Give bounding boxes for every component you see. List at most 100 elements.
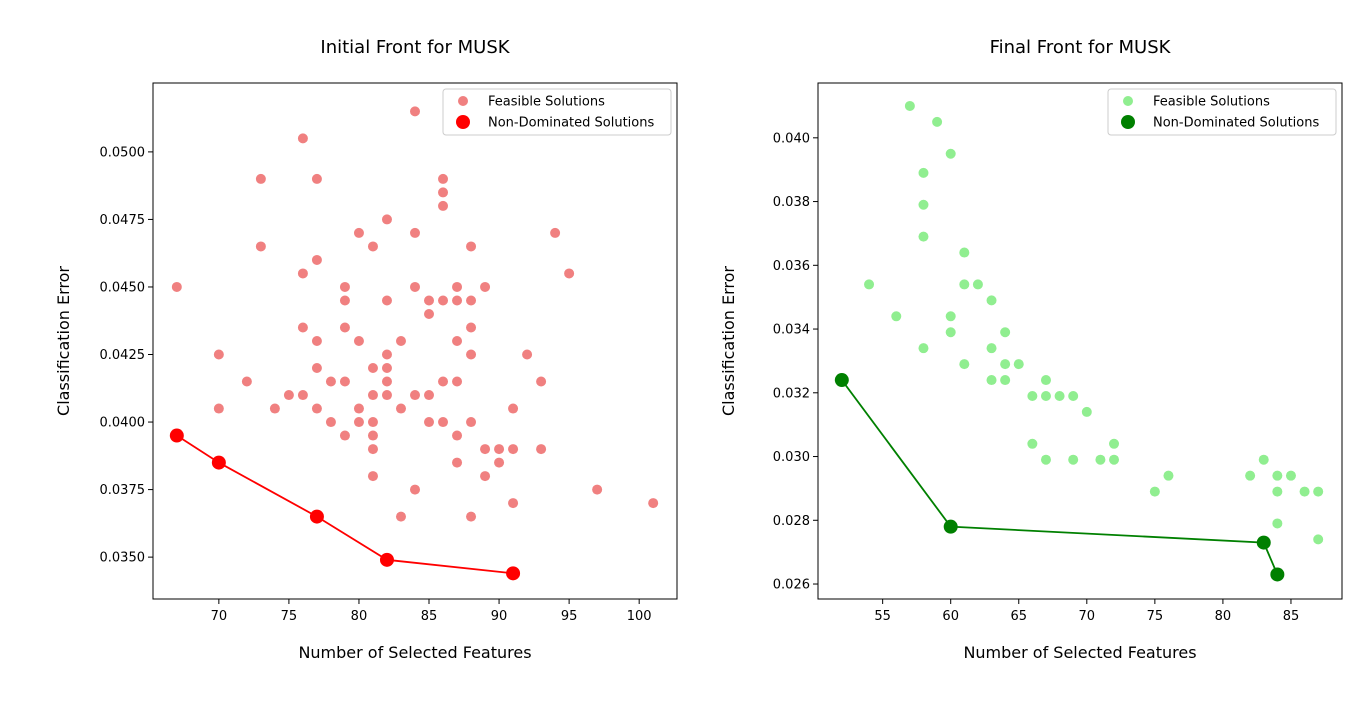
feasible-point — [1013, 359, 1024, 370]
x-axis-label: Number of Selected Features — [963, 643, 1196, 662]
feasible-point — [1109, 438, 1120, 449]
non-dominated-point — [379, 552, 394, 567]
feasible-point — [1068, 390, 1079, 401]
feasible-point — [410, 390, 420, 401]
non-dominated-point — [1270, 567, 1285, 582]
feasible-point — [536, 444, 547, 455]
feasible-point — [466, 417, 477, 428]
non-dominated-point — [943, 519, 958, 534]
y-tick-label: 0.034 — [773, 323, 810, 338]
chart-title: Initial Front for MUSK — [320, 37, 510, 58]
feasible-point — [508, 498, 519, 509]
feasible-point — [410, 281, 420, 292]
feasible-point — [381, 295, 392, 306]
feasible-point — [424, 295, 435, 306]
axes-frame — [152, 82, 678, 600]
feasible-point — [339, 322, 350, 333]
feasible-point — [381, 363, 392, 374]
feasible-point — [480, 444, 491, 455]
feasible-point — [339, 281, 350, 292]
feasible-point — [367, 390, 378, 401]
feasible-point — [339, 430, 350, 441]
feasible-point — [1040, 454, 1051, 465]
feasible-point — [395, 511, 406, 522]
feasible-point — [480, 471, 491, 482]
feasible-point — [311, 254, 322, 265]
y-tick-label: 0.0500 — [100, 145, 146, 160]
feasible-point — [959, 279, 970, 290]
non-dominated-point — [169, 428, 184, 443]
feasible-point — [367, 444, 378, 455]
x-tick-label: 80 — [1215, 609, 1232, 624]
feasible-point — [381, 349, 392, 360]
feasible-point — [297, 268, 308, 279]
feasible-point — [945, 148, 956, 159]
feasible-point — [424, 417, 435, 428]
legend-marker-non-dominated — [1121, 115, 1135, 129]
feasible-point — [1027, 438, 1038, 449]
feasible-point — [945, 327, 956, 338]
feasible-point — [171, 281, 182, 292]
feasible-point — [564, 268, 575, 279]
feasible-point — [648, 498, 659, 509]
feasible-point — [508, 403, 519, 414]
feasible-point — [381, 214, 392, 225]
feasible-point — [367, 417, 378, 428]
feasible-point — [986, 343, 997, 354]
feasible-point — [1109, 454, 1120, 465]
x-tick-label: 70 — [1079, 609, 1096, 624]
axes-frame — [817, 82, 1343, 600]
feasible-point — [410, 484, 420, 495]
feasible-point — [466, 295, 477, 306]
feasible-point — [986, 375, 997, 386]
feasible-point — [986, 295, 997, 306]
x-tick-label: 80 — [351, 609, 368, 624]
y-tick-label: 0.028 — [773, 514, 810, 529]
feasible-point — [1272, 470, 1283, 481]
x-tick-label: 95 — [561, 609, 578, 624]
x-axis-label: Number of Selected Features — [298, 643, 531, 662]
feasible-point — [1000, 327, 1011, 338]
feasible-point — [213, 349, 224, 360]
feasible-point — [381, 376, 392, 387]
x-tick-label: 85 — [1283, 609, 1300, 624]
feasible-point — [1040, 390, 1051, 401]
non-dominated-point — [309, 509, 324, 524]
feasible-point — [353, 336, 364, 346]
feasible-point — [311, 173, 322, 184]
feasible-point — [438, 173, 449, 184]
x-tick-label: 75 — [281, 609, 298, 624]
x-tick-label: 55 — [874, 609, 891, 624]
feasible-point — [325, 376, 336, 387]
feasible-point — [1313, 534, 1324, 545]
feasible-point — [311, 336, 322, 346]
x-tick-label: 100 — [627, 609, 652, 624]
y-tick-label: 0.0400 — [100, 416, 146, 431]
feasible-point — [367, 471, 378, 482]
y-tick-label: 0.040 — [773, 131, 810, 146]
x-tick-label: 85 — [421, 609, 438, 624]
feasible-point — [367, 430, 378, 441]
feasible-point — [466, 349, 477, 360]
feasible-point — [1149, 486, 1160, 497]
feasible-point — [918, 199, 929, 210]
y-tick-label: 0.038 — [773, 195, 810, 210]
feasible-point — [508, 444, 519, 455]
feasible-point — [466, 511, 477, 522]
non-dominated-point — [506, 566, 521, 581]
feasible-point — [1272, 518, 1283, 529]
legend-label-non-dominated: Non-Dominated Solutions — [1153, 116, 1319, 131]
x-tick-label: 60 — [942, 609, 959, 624]
feasible-point — [1000, 375, 1011, 386]
feasible-point — [438, 417, 449, 428]
legend-box — [442, 88, 672, 136]
feasible-point — [466, 322, 477, 333]
feasible-point — [918, 231, 929, 242]
feasible-point — [1272, 486, 1283, 497]
feasible-point — [1068, 454, 1079, 465]
feasible-point — [325, 417, 336, 428]
y-tick-label: 0.0375 — [100, 483, 146, 498]
feasible-point — [1285, 470, 1296, 481]
legend-marker-feasible — [458, 96, 468, 106]
y-tick-label: 0.030 — [773, 450, 810, 465]
